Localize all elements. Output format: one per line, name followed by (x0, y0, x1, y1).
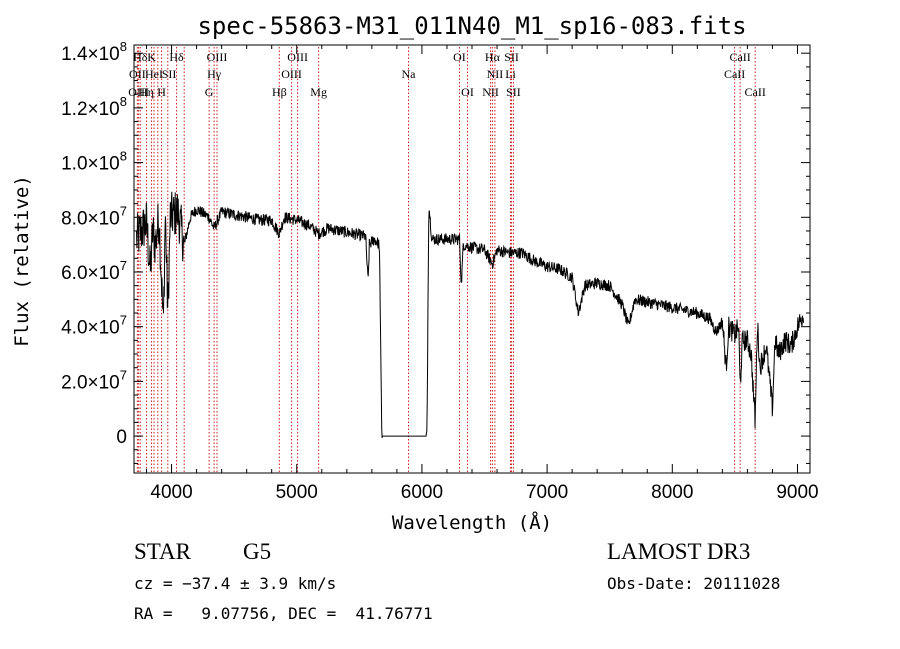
marker-label: NII (482, 85, 499, 99)
marker-label: SII (162, 67, 177, 81)
x-tick-label: 4000 (150, 482, 192, 503)
marker-label: Na (402, 67, 417, 81)
marker-label: OIII (128, 85, 149, 99)
marker-label: H (157, 85, 166, 99)
marker-label: G (205, 85, 214, 99)
line-marker-labels: Hδ OII OIII K HeI Hη H Hδ SII OIII Hγ G OIII OIII Hβ Mg… (128, 50, 766, 99)
marker-label: Hη (139, 85, 154, 99)
y-tick-label: 8.0×107 (61, 203, 127, 229)
marker-label: OIII (207, 50, 228, 64)
y-tick-label: 4.0×107 (61, 313, 127, 339)
marker-label: Hδ (133, 50, 148, 64)
y-axis-ticks: 0 2.0×107 4.0×107 6.0×107 8.0×107 1.0×108 1.2×… (61, 39, 810, 464)
marker-label: Li (505, 67, 516, 81)
coordinates: RA = 9.07756, DEC = 41.76771 (134, 604, 433, 623)
object-subclass: G5 (243, 539, 272, 564)
x-axis-label: Wavelength (Å) (392, 511, 552, 534)
marker-label: CaII (729, 50, 750, 64)
y-tick-label: 6.0×107 (61, 258, 127, 284)
y-tick-label: 1.0×108 (61, 149, 127, 175)
marker-label: Hδ (169, 50, 184, 64)
marker-label: Hγ (207, 67, 222, 81)
marker-label: CaII (724, 67, 745, 81)
marker-label: OII (129, 67, 146, 81)
x-tick-label: 9000 (776, 482, 818, 503)
x-axis-ticks: 4000 5000 6000 7000 8000 9000 (146, 45, 819, 503)
marker-label: SII (504, 50, 519, 64)
marker-label: OIII (287, 50, 308, 64)
marker-label: OI (461, 85, 474, 99)
marker-label: CaII (745, 85, 766, 99)
y-tick-label: 2.0×107 (61, 367, 127, 393)
y-tick-label: 1.2×108 (61, 94, 127, 120)
marker-label: OI (453, 50, 466, 64)
y-axis-label: Flux (relative) (11, 175, 33, 347)
marker-label: K (147, 50, 156, 64)
line-marker-lines (136, 47, 756, 473)
marker-label: OIII (281, 67, 302, 81)
redshift-readout: cz = −37.4 ± 3.9 km/s (134, 574, 337, 593)
y-tick-label: 1.4×108 (61, 39, 127, 65)
x-tick-label: 8000 (651, 482, 693, 503)
x-tick-label: 7000 (526, 482, 568, 503)
marker-label: NII (487, 67, 504, 81)
obs-date: Obs-Date: 20111028 (607, 574, 781, 593)
marker-label: SII (506, 85, 521, 99)
x-tick-label: 5000 (276, 482, 318, 503)
x-tick-label: 6000 (401, 482, 443, 503)
chart-title: spec-55863-M31_011N40_M1_sp16-083.fits (197, 12, 746, 40)
marker-label: Hα (485, 50, 501, 64)
marker-label: HeI (145, 67, 163, 81)
plot-frame (133, 44, 811, 474)
marker-label: Hβ (272, 85, 287, 99)
y-tick-label: 0 (116, 427, 127, 448)
object-class: STAR (134, 539, 191, 564)
spectrum-line (136, 191, 804, 438)
survey-name: LAMOST DR3 (607, 539, 751, 564)
marker-label: Mg (310, 85, 327, 99)
